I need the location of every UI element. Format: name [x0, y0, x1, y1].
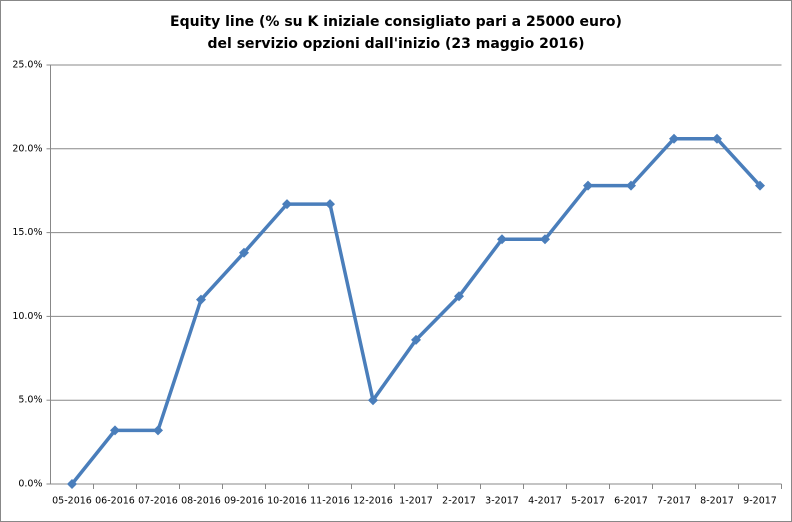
- x-tick-label: 9-2017: [743, 496, 777, 507]
- x-tick-label: 3-2017: [485, 496, 519, 507]
- data-point: [282, 199, 292, 210]
- x-tick-label: 12-2016: [353, 496, 393, 507]
- x-tick-label: 06-2016: [95, 496, 135, 507]
- x-tick-label: 09-2016: [224, 496, 264, 507]
- y-tick-label: 15.0%: [12, 227, 42, 238]
- x-tick-label: 8-2017: [700, 496, 734, 507]
- data-point: [153, 425, 163, 436]
- data-point: [110, 425, 120, 436]
- y-tick-label: 20.0%: [12, 143, 42, 154]
- chart-title: del servizio opzioni dall'inizio (23 mag…: [208, 36, 585, 52]
- x-tick-label: 4-2017: [528, 496, 562, 507]
- data-point: [67, 479, 77, 489]
- x-tick-label: 5-2017: [571, 496, 605, 507]
- data-point: [626, 180, 636, 191]
- data-point: [497, 234, 507, 245]
- data-point: [368, 395, 378, 406]
- data-point: [411, 334, 421, 345]
- x-tick-label: 6-2017: [614, 496, 648, 507]
- data-point: [712, 133, 722, 144]
- data-point: [540, 234, 550, 245]
- data-point: [196, 294, 206, 305]
- y-tick-label: 25.0%: [12, 60, 42, 71]
- chart-title: Equity line (% su K iniziale consigliato…: [170, 14, 622, 30]
- x-tick-label: 11-2016: [310, 496, 350, 507]
- x-tick-label: 08-2016: [181, 496, 221, 507]
- data-point: [755, 180, 765, 191]
- y-tick-label: 5.0%: [18, 395, 42, 406]
- x-tick-label: 10-2016: [267, 496, 307, 507]
- y-tick-label: 10.0%: [12, 311, 42, 322]
- x-tick-label: 2-2017: [442, 496, 476, 507]
- y-tick-label: 0.0%: [18, 479, 42, 490]
- x-tick-label: 05-2016: [52, 496, 92, 507]
- data-point: [239, 247, 249, 258]
- data-point: [669, 133, 679, 144]
- data-point: [454, 291, 464, 302]
- x-tick-label: 7-2017: [657, 496, 691, 507]
- data-point: [325, 199, 335, 210]
- x-tick-label: 07-2016: [138, 496, 178, 507]
- x-tick-label: 1-2017: [399, 496, 433, 507]
- data-point: [583, 180, 593, 191]
